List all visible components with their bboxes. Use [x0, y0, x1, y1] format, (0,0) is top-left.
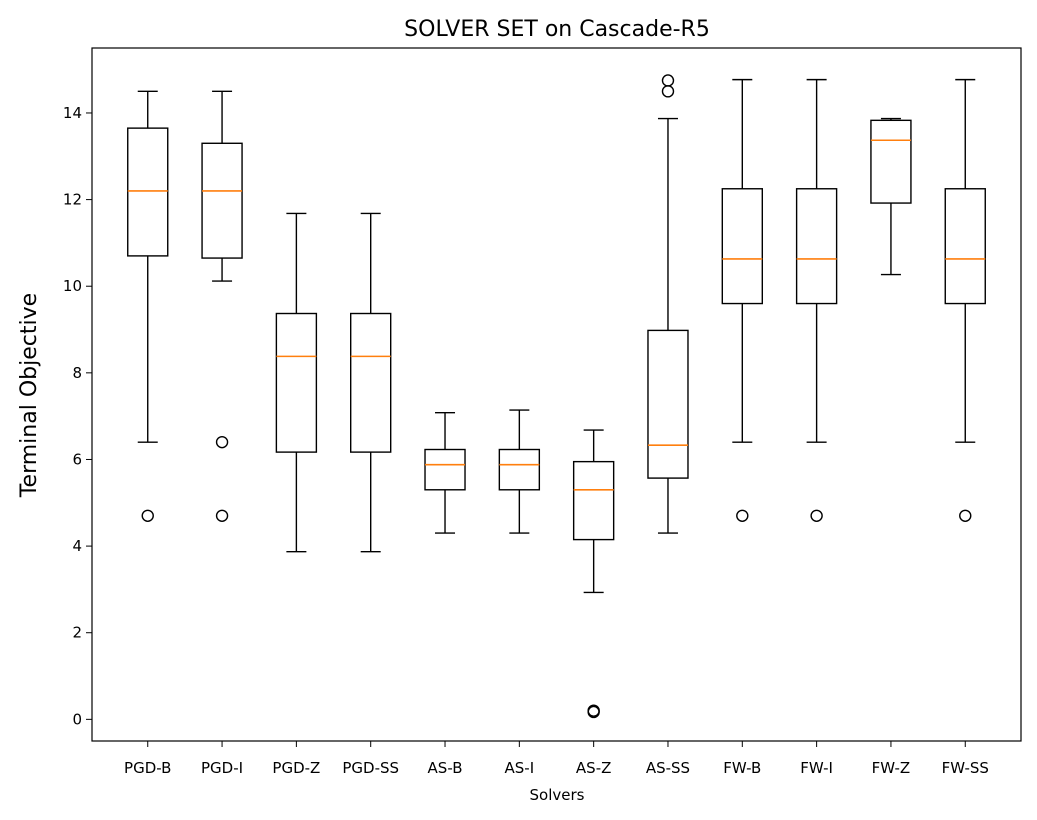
y-axis-label: Terminal Objective	[17, 293, 42, 498]
iqr-box	[498, 448, 541, 491]
x-axis: PGD-B PGD-I PGD-Z PGD-SS AS-B AS-I AS-Z AS-SS FW…	[124, 741, 989, 777]
box-as-b	[424, 411, 466, 534]
plot-area	[127, 74, 986, 719]
x-axis-label: Solvers	[530, 786, 585, 804]
y-axis: 0 2 4 6 8 10 12 14	[63, 104, 92, 728]
y-tick-label: 10	[63, 277, 82, 295]
outlier-point	[661, 85, 675, 98]
outlier-point	[587, 705, 600, 719]
x-tick-label: FW-B	[723, 759, 761, 777]
x-tick-label: FW-SS	[942, 759, 989, 777]
box-as-i	[498, 409, 541, 534]
x-tick-label: AS-I	[505, 759, 535, 777]
iqr-box	[201, 142, 243, 259]
box-pgd-ss	[350, 212, 392, 553]
iqr-box	[424, 448, 466, 491]
outlier-point	[810, 509, 823, 522]
box-pgd-i	[201, 90, 243, 522]
outlier-point	[141, 509, 154, 522]
iqr-box	[721, 188, 763, 305]
y-tick-label: 8	[72, 364, 82, 382]
box-as-z	[572, 429, 615, 719]
iqr-box	[647, 329, 689, 479]
x-tick-label: FW-I	[800, 759, 833, 777]
plot-frame	[91, 47, 1022, 742]
box-fw-i	[795, 78, 838, 522]
y-tick-label: 2	[72, 624, 82, 642]
x-tick-label: PGD-I	[201, 759, 243, 777]
chart-title: SOLVER SET on Cascade-R5	[404, 17, 710, 42]
box-fw-ss	[944, 78, 986, 522]
x-tick-label: PGD-Z	[272, 759, 320, 777]
box-pgd-z	[275, 212, 318, 553]
iqr-box	[572, 460, 615, 541]
x-tick-label: AS-B	[428, 759, 463, 777]
iqr-box	[275, 312, 318, 453]
iqr-box	[944, 188, 986, 305]
box-as-ss	[647, 74, 689, 534]
x-tick-label: PGD-B	[124, 759, 171, 777]
y-tick-label: 6	[72, 450, 82, 468]
outlier-point	[959, 509, 972, 522]
outlier-point	[736, 509, 749, 522]
y-tick-label: 0	[72, 710, 82, 728]
outlier-point	[215, 435, 229, 449]
iqr-box	[870, 119, 912, 204]
box-pgd-b	[127, 90, 169, 522]
iqr-box	[795, 188, 838, 305]
iqr-box	[127, 127, 169, 257]
y-tick-label: 12	[63, 191, 82, 209]
x-tick-label: FW-Z	[872, 759, 911, 777]
y-tick-label: 14	[63, 104, 82, 122]
outlier-point	[661, 74, 675, 87]
iqr-box	[350, 312, 392, 453]
x-tick-label: AS-SS	[646, 759, 690, 777]
x-tick-label: PGD-SS	[342, 759, 399, 777]
x-tick-label: AS-Z	[576, 759, 611, 777]
box-fw-z	[870, 117, 912, 276]
outlier-point	[215, 509, 229, 522]
box-fw-b	[721, 78, 763, 522]
y-tick-label: 4	[72, 537, 82, 555]
